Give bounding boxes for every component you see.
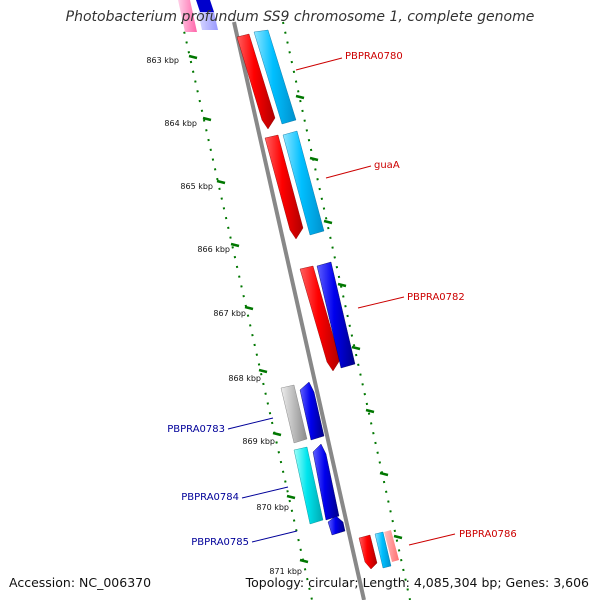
ruler-label: 865 kbp bbox=[180, 182, 213, 191]
genome-title: Photobacterium profundum SS9 chromosome … bbox=[65, 9, 535, 25]
gene-label-pbpra0785[interactable]: PBPRA0785 bbox=[191, 537, 249, 548]
leader-pbpra0783 bbox=[227, 417, 274, 430]
leader-pbpra0786 bbox=[408, 533, 456, 546]
ruler-label: 868 kbp bbox=[228, 374, 261, 383]
gene-pbpra0786-salmon[interactable] bbox=[384, 530, 399, 562]
ruler-label: 870 kbp bbox=[256, 503, 289, 512]
ruler-label: 863 kbp bbox=[146, 56, 179, 65]
accession-label: Accession: NC_006370 bbox=[9, 575, 152, 590]
leader-pbpra0784 bbox=[241, 486, 289, 499]
gene-pbpra0783-pseudo[interactable] bbox=[280, 384, 308, 444]
gene-partial-lavender[interactable] bbox=[198, 12, 218, 30]
cds-pbpra0780[interactable] bbox=[253, 29, 297, 125]
ruler-label: 871 kbp bbox=[269, 567, 302, 576]
ruler-label: 869 kbp bbox=[242, 437, 275, 446]
gene-leaders bbox=[227, 57, 456, 546]
ruler-major-ticks-right bbox=[295, 94, 403, 540]
backbone-line bbox=[232, 21, 366, 600]
gene-label-pbpra0783[interactable]: PBPRA0783 bbox=[167, 424, 225, 435]
gene-pbpra0786[interactable] bbox=[358, 534, 378, 570]
ruler-major-ticks-left bbox=[188, 54, 309, 564]
gene-pbpra0783[interactable] bbox=[299, 381, 325, 441]
cds-guaa[interactable] bbox=[282, 130, 325, 236]
genome-summary: Topology: circular; Length: 4,085,304 bp… bbox=[245, 575, 589, 590]
gene-label-guaa[interactable]: guaA bbox=[374, 160, 400, 171]
ruler-label: 866 kbp bbox=[197, 245, 230, 254]
gene-guaa[interactable] bbox=[264, 134, 304, 240]
gene-pbpra0782[interactable] bbox=[299, 265, 341, 372]
gene-label-pbpra0784[interactable]: PBPRA0784 bbox=[181, 492, 239, 503]
leader-pbpra0782 bbox=[357, 296, 405, 309]
leader-guaa bbox=[325, 165, 372, 179]
cds-pbpra0784[interactable] bbox=[312, 443, 340, 521]
gene-pbpra0785[interactable] bbox=[327, 515, 346, 536]
leader-pbpra0785 bbox=[251, 530, 298, 543]
gene-label-pbpra0786[interactable]: PBPRA0786 bbox=[459, 529, 517, 540]
leader-pbpra0780 bbox=[295, 57, 343, 71]
gene-pbpra0784[interactable] bbox=[293, 446, 324, 525]
cds-pbpra0786[interactable] bbox=[374, 531, 392, 569]
ruler-label: 864 kbp bbox=[164, 119, 197, 128]
ruler-label: 867 kbp bbox=[213, 309, 246, 318]
gene-label-pbpra0780[interactable]: PBPRA0780 bbox=[345, 51, 403, 62]
gene-partial-blue[interactable] bbox=[196, 0, 214, 12]
ruler-labels: 863 kbp 864 kbp 865 kbp 866 kbp 867 kbp … bbox=[146, 56, 302, 576]
gene-partial-pink[interactable] bbox=[178, 0, 197, 32]
gene-label-pbpra0782[interactable]: PBPRA0782 bbox=[407, 292, 465, 303]
gene-pbpra0780[interactable] bbox=[236, 33, 276, 130]
cds-pbpra0782[interactable] bbox=[316, 261, 356, 369]
